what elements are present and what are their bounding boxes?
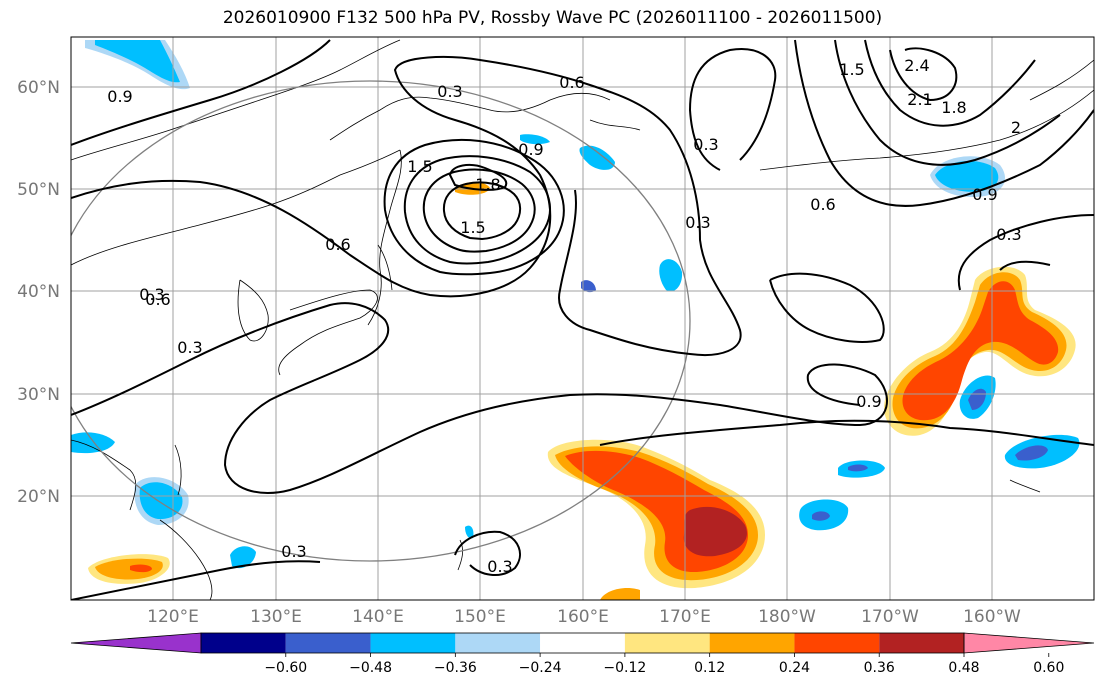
longitude-tick-label: 140°E bbox=[352, 607, 404, 627]
latitude-labels: 20°N 30°N 40°N 50°N 60°N bbox=[17, 78, 60, 507]
longitude-labels: 120°E 130°E 140°E 150°E 160°E 170°E 180°W 170°W… bbox=[147, 607, 1021, 627]
contour-value-label: 0.3 bbox=[177, 338, 202, 357]
colorbar-extend-high bbox=[963, 632, 1095, 654]
longitude-tick-label: 170°W bbox=[861, 607, 919, 627]
negative-anomaly bbox=[230, 546, 256, 569]
map-gridlines bbox=[71, 37, 1094, 600]
contour-value-label: 0.6 bbox=[810, 195, 835, 214]
contour-value-label: 0.6 bbox=[325, 235, 350, 254]
contour-value-label: 0.3 bbox=[996, 225, 1021, 244]
colorbar-segment bbox=[624, 633, 710, 653]
positive-anomaly bbox=[902, 281, 1059, 421]
colorbar-segment bbox=[201, 633, 286, 653]
contour-value-label: 0.9 bbox=[856, 392, 881, 411]
contour-value-label: 1.5 bbox=[407, 157, 432, 176]
contour-value-label: 0.9 bbox=[972, 185, 997, 204]
colorbar-tick-label: −0.24 bbox=[519, 660, 562, 676]
negative-anomaly bbox=[71, 432, 115, 454]
colorbar-labels: −0.60 −0.48 −0.36 −0.24 −0.12 0.12 0.24 0.36 0.4… bbox=[264, 653, 1064, 676]
contour-value-label: 2.1 bbox=[907, 90, 932, 109]
colorbar-segment bbox=[794, 633, 880, 653]
chart-title: 2026010900 F132 500 hPa PV, Rossby Wave … bbox=[222, 8, 883, 28]
colorbar-segment bbox=[455, 633, 541, 653]
contour-value-label: 1.8 bbox=[475, 175, 500, 194]
latitude-tick-label: 60°N bbox=[17, 78, 60, 98]
colorbar-extend-low bbox=[70, 632, 202, 654]
contour-value-label: 0.3 bbox=[281, 542, 306, 561]
colorbar-tick-label: −0.12 bbox=[603, 660, 646, 676]
anomaly-shading bbox=[71, 40, 1080, 600]
contour-value-label: 0.9 bbox=[107, 87, 132, 106]
negative-anomaly bbox=[848, 464, 868, 472]
contour-value-label: 0.3 bbox=[139, 285, 164, 304]
colorbar-tick-label: −0.60 bbox=[264, 660, 307, 676]
negative-anomaly bbox=[465, 525, 474, 539]
domain-circle bbox=[71, 80, 691, 562]
colorbar-tick-label: 0.12 bbox=[694, 660, 725, 676]
latitude-tick-label: 50°N bbox=[17, 180, 60, 200]
pv-contours bbox=[71, 39, 1094, 600]
longitude-tick-label: 120°E bbox=[147, 607, 199, 627]
contour-value-label: 1.5 bbox=[839, 60, 864, 79]
latitude-tick-label: 30°N bbox=[17, 385, 60, 405]
plot-frame bbox=[70, 36, 1095, 601]
colorbar-segment bbox=[879, 633, 964, 653]
colorbar bbox=[70, 632, 1095, 654]
positive-anomaly bbox=[95, 558, 163, 580]
latitude-tick-label: 40°N bbox=[17, 282, 60, 302]
positive-anomaly bbox=[130, 564, 152, 573]
colorbar-tick-label: 0.48 bbox=[948, 660, 979, 676]
colorbar-segment bbox=[709, 633, 795, 653]
negative-anomaly bbox=[579, 145, 615, 170]
negative-anomaly bbox=[1015, 445, 1048, 461]
negative-anomaly bbox=[812, 511, 830, 521]
contour-labels: 0.9 0.30.60.91.51.81.50.60.60.30.30.30.60… bbox=[107, 56, 1021, 576]
negative-anomaly bbox=[95, 40, 180, 83]
negative-anomaly bbox=[935, 160, 999, 192]
longitude-tick-label: 130°E bbox=[250, 607, 302, 627]
colorbar-segment bbox=[285, 633, 371, 653]
colorbar-tick-label: 0.60 bbox=[1033, 660, 1064, 676]
colorbar-tick-label: −0.36 bbox=[434, 660, 477, 676]
contour-value-label: 0.3 bbox=[685, 213, 710, 232]
contour-value-label: 2 bbox=[1011, 118, 1021, 137]
contour-value-label: 0.6 bbox=[145, 290, 170, 309]
negative-anomaly bbox=[520, 134, 550, 145]
colorbar-segment bbox=[540, 633, 625, 653]
contour-value-label: 2.4 bbox=[904, 56, 929, 75]
longitude-tick-label: 160°E bbox=[557, 607, 609, 627]
contour-value-label: 1.8 bbox=[941, 98, 966, 117]
contour-value-label: 0.9 bbox=[518, 140, 543, 159]
positive-anomaly bbox=[683, 506, 747, 557]
contour-value-label: 0.3 bbox=[487, 557, 512, 576]
coastlines bbox=[71, 39, 1094, 600]
colorbar-segment bbox=[370, 633, 456, 653]
colorbar-tick-label: 0.36 bbox=[864, 660, 895, 676]
latitude-tick-label: 20°N bbox=[17, 487, 60, 507]
colorbar-tick-label: 0.24 bbox=[779, 660, 810, 676]
contour-value-label: 0.3 bbox=[437, 82, 462, 101]
colorbar-frame bbox=[200, 632, 965, 654]
contour-value-label: 0.6 bbox=[559, 73, 584, 92]
positive-anomaly bbox=[600, 588, 640, 600]
longitude-tick-label: 180°W bbox=[758, 607, 816, 627]
negative-anomaly bbox=[581, 280, 596, 293]
longitude-tick-label: 160°W bbox=[963, 607, 1021, 627]
negative-anomaly bbox=[659, 259, 683, 292]
longitude-tick-label: 150°E bbox=[454, 607, 506, 627]
colorbar-tick-label: −0.48 bbox=[349, 660, 392, 676]
contour-value-label: 1.5 bbox=[460, 218, 485, 237]
contour-value-label: 0.3 bbox=[693, 135, 718, 154]
longitude-tick-label: 170°E bbox=[659, 607, 711, 627]
